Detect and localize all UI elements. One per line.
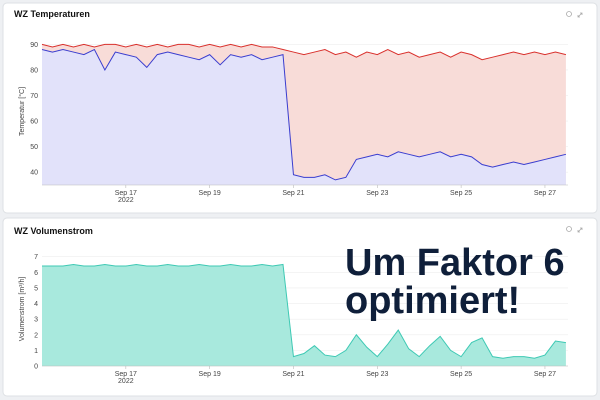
- x-tick-label: Sep 17: [115, 190, 137, 197]
- x-tick-label: Sep 23: [366, 371, 388, 378]
- y-tick-label: 6: [34, 270, 38, 277]
- series-line: [42, 263, 566, 359]
- x-tick-label: Sep 25: [450, 190, 472, 197]
- x-tick-label: Sep 19: [199, 190, 221, 197]
- y-tick-label: 0: [34, 364, 38, 371]
- panel-title: WZ Volumenstrom: [14, 226, 93, 236]
- area-fill: [42, 49, 566, 185]
- x-tick-label: Sep 21: [282, 371, 304, 378]
- overlay-text: optimiert!: [345, 280, 520, 322]
- x-tick-label: Sep 23: [366, 190, 388, 197]
- y-tick-label: 90: [30, 42, 38, 49]
- series-line: [41, 43, 567, 61]
- overlay-text: Um Faktor 6: [345, 242, 565, 284]
- y-tick-label: 1: [34, 348, 38, 355]
- x-tick-label: Sep 25: [450, 371, 472, 378]
- x-tick-label: Sep 17: [115, 371, 137, 378]
- y-tick-label: 3: [34, 317, 38, 324]
- x-year-label: 2022: [118, 378, 134, 385]
- y-tick-label: 5: [34, 285, 38, 292]
- x-tick-label: Sep 27: [534, 371, 556, 378]
- x-tick-label: Sep 27: [534, 190, 556, 197]
- x-tick-label: Sep 21: [282, 190, 304, 197]
- panel-title: WZ Temperaturen: [14, 9, 90, 19]
- series-line: [41, 48, 567, 181]
- panel-icons[interactable]: [566, 11, 583, 233]
- y-tick-label: 50: [30, 144, 38, 151]
- x-tick-label: Sep 19: [199, 371, 221, 378]
- y-tick-label: 4: [34, 301, 38, 308]
- y-tick-label: 70: [30, 93, 38, 100]
- y-axis-label: Temperatur [°C]: [18, 87, 26, 136]
- x-year-label: 2022: [118, 197, 134, 204]
- y-tick-label: 60: [30, 119, 38, 126]
- y-tick-label: 80: [30, 67, 38, 74]
- y-tick-label: 40: [30, 170, 38, 177]
- y-tick-label: 2: [34, 332, 38, 339]
- y-tick-label: 7: [34, 254, 38, 261]
- area-fill: [42, 264, 566, 366]
- y-axis-label: Volumenstrom [m³/h]: [19, 277, 26, 342]
